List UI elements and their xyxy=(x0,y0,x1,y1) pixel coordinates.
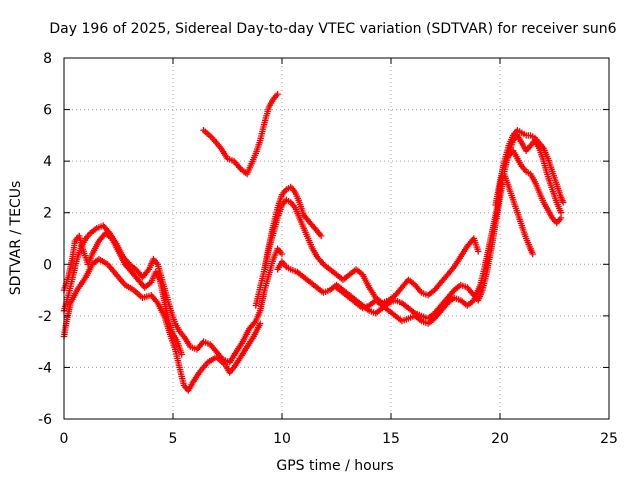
series-arc-6 xyxy=(261,183,325,273)
x-tick-label: 5 xyxy=(169,431,178,447)
data-marks xyxy=(200,90,281,178)
data-marks xyxy=(261,183,325,273)
x-axis-label: GPS time / hours xyxy=(276,458,393,474)
chart-title: Day 196 of 2025, Sidereal Day-to-day VTE… xyxy=(49,21,616,37)
data-marks xyxy=(505,147,565,227)
y-axis-label: SDTVAR / TECUs xyxy=(8,181,24,296)
series-arc-8 xyxy=(333,173,506,327)
grid xyxy=(64,58,609,419)
x-tick-label: 20 xyxy=(491,431,509,447)
y-tick-label: 0 xyxy=(43,257,52,273)
y-tick-label: -2 xyxy=(38,309,52,325)
series-arc-4 xyxy=(200,90,281,178)
x-tick-label: 25 xyxy=(600,431,618,447)
y-tick-label: -6 xyxy=(38,412,52,428)
data-series xyxy=(60,90,567,394)
x-tick-label: 10 xyxy=(273,431,291,447)
y-tick-label: -4 xyxy=(38,360,52,376)
plot-frame xyxy=(63,57,610,420)
data-marks xyxy=(333,173,506,327)
data-marks xyxy=(252,196,482,309)
y-tick-label: 4 xyxy=(43,154,52,170)
x-tick-label: 0 xyxy=(60,431,69,447)
data-marks xyxy=(501,170,536,258)
series-arc-11 xyxy=(505,147,565,227)
axis-ticks: 0 5 10 15 20 25 -6 -4 -2 0 2 4 6 8 xyxy=(38,51,618,447)
x-tick-label: 15 xyxy=(382,431,400,447)
series-arc-12 xyxy=(501,170,536,258)
y-tick-label: 2 xyxy=(43,206,52,222)
y-tick-label: 8 xyxy=(43,51,52,67)
series-arc-5 xyxy=(252,196,482,309)
y-tick-label: 6 xyxy=(43,103,52,119)
